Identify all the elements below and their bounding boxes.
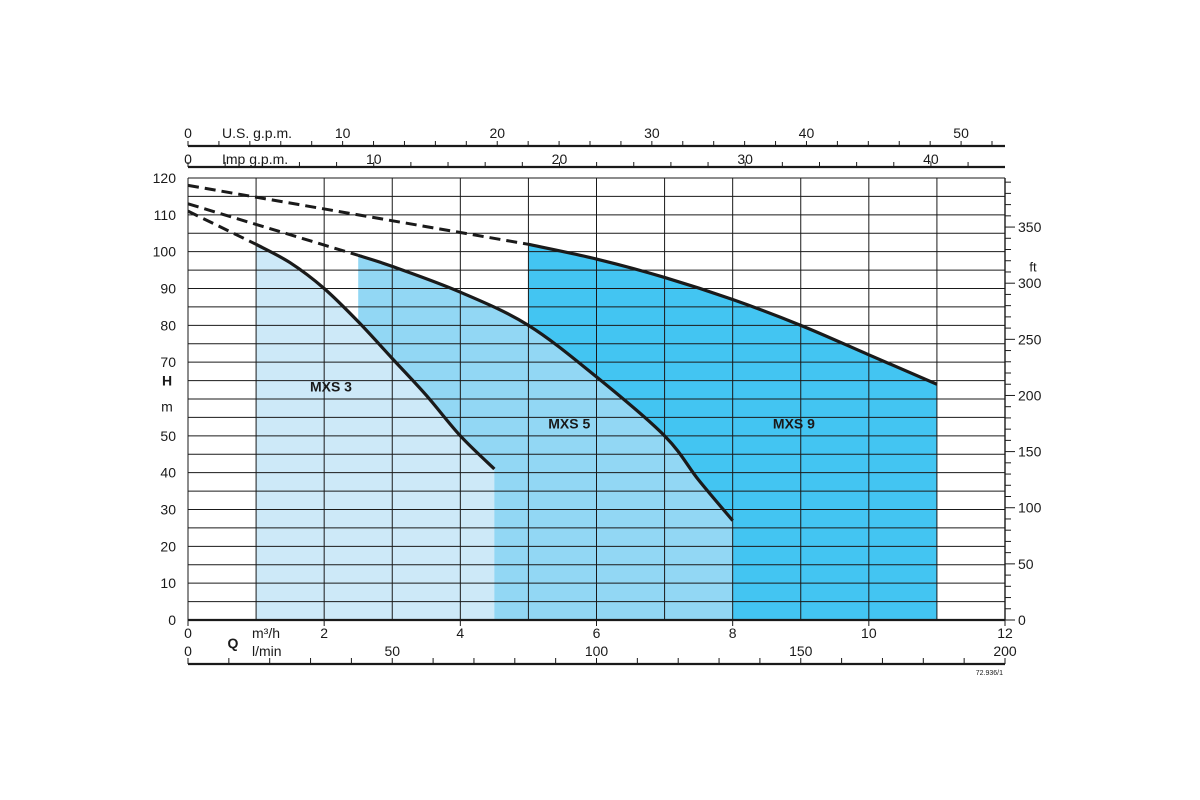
x-tick-label-m3h: 2 (320, 625, 328, 641)
y-tick-label-ft: 350 (1018, 219, 1042, 235)
curve-mxs-5 (357, 253, 734, 522)
x-tick-label-m3h: 10 (861, 625, 877, 641)
axes (187, 141, 1015, 666)
area-mxs-3 (256, 244, 495, 621)
x-top-tick-label-impgpm: 20 (552, 151, 568, 167)
x-tick-label-m3h: 4 (456, 625, 464, 641)
y-tick-label-m: 10 (160, 575, 176, 591)
series-label-mxs-9: MXS 9 (773, 415, 815, 431)
grid (187, 177, 1006, 620)
x-tick-label-m3h: 0 (184, 625, 192, 641)
x-top-tick-label-usgpm: 40 (799, 125, 815, 141)
x-tick-label-m3h: 12 (997, 625, 1013, 641)
series-curves (187, 183, 938, 522)
x-axis-unit-lmin: l/min (252, 643, 282, 659)
y-axis-unit: m (161, 398, 173, 414)
x-top-tick-label-impgpm: 40 (923, 151, 939, 167)
y-axis-symbol: H (162, 373, 172, 389)
y-tick-label-m: 20 (160, 538, 176, 554)
curve-dashed-mxs-9 (187, 183, 529, 246)
y-tick-label-ft: 150 (1018, 444, 1042, 460)
y-tick-label-m: 80 (160, 317, 176, 333)
y-tick-label-ft: 50 (1018, 556, 1034, 572)
x-top-axis-unit-usgpm: U.S. g.p.m. (222, 125, 292, 141)
x-top-tick-label-usgpm: 0 (184, 125, 192, 141)
x-tick-label-lmin: 150 (789, 643, 813, 659)
y-tick-label-m: 100 (153, 244, 177, 260)
y-tick-label-m: 40 (160, 465, 176, 481)
y-axis-ft-unit: ft (1029, 259, 1037, 274)
x-tick-label-m3h: 6 (593, 625, 601, 641)
x-tick-label-lmin: 0 (184, 643, 192, 659)
x-top-tick-label-impgpm: 10 (366, 151, 382, 167)
y-tick-label-m: 70 (160, 354, 176, 370)
curve-dashed-mxs-5 (187, 202, 359, 257)
x-axis-unit-m3h: m³/h (252, 625, 280, 641)
curve-dashed-mxs-3 (187, 209, 257, 246)
x-tick-label-lmin: 100 (585, 643, 609, 659)
y-tick-label-ft: 250 (1018, 331, 1042, 347)
x-tick-label-lmin: 200 (993, 643, 1017, 659)
curve-mxs-3 (255, 242, 496, 471)
y-tick-label-ft: 0 (1018, 612, 1026, 628)
y-tick-label-m: 90 (160, 281, 176, 297)
x-top-tick-label-usgpm: 30 (644, 125, 660, 141)
y-tick-label-ft: 200 (1018, 387, 1042, 403)
y-tick-label-ft: 300 (1018, 275, 1042, 291)
x-top-tick-label-usgpm: 10 (335, 125, 351, 141)
x-top-axis-unit-impgpm: Imp g.p.m. (222, 151, 288, 167)
x-top-tick-label-usgpm: 20 (489, 125, 505, 141)
footnote-code: 72.936/1 (976, 670, 1003, 677)
series-label-mxs-3: MXS 3 (310, 379, 352, 395)
y-tick-label-m: 110 (154, 207, 177, 223)
series-label-mxs-5: MXS 5 (548, 415, 590, 431)
x-tick-label-lmin: 50 (384, 643, 400, 659)
x-top-tick-label-impgpm: 0 (184, 151, 192, 167)
y-tick-label-m: 0 (168, 612, 176, 628)
x-top-tick-label-usgpm: 50 (953, 125, 969, 141)
curve-mxs-9 (528, 242, 938, 386)
x-top-tick-label-impgpm: 30 (737, 151, 753, 167)
y-tick-label-m: 50 (160, 428, 176, 444)
y-tick-label-m: 30 (160, 502, 176, 518)
x-tick-label-m3h: 8 (729, 625, 737, 641)
y-tick-label-ft: 100 (1018, 500, 1042, 516)
y-tick-label-m: 120 (153, 170, 177, 186)
x-axis-symbol: Q (228, 635, 239, 651)
